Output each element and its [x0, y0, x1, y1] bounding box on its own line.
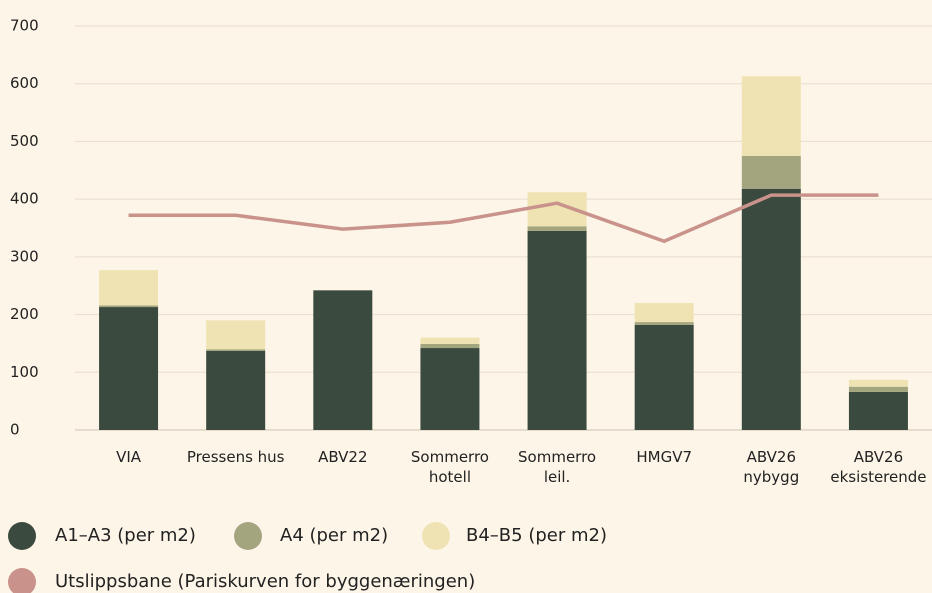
bar-segment — [420, 348, 480, 430]
y-tick-label: 0 — [10, 421, 20, 439]
bar-segment — [634, 324, 694, 430]
y-tick-label: 400 — [10, 190, 39, 208]
bar-segment — [848, 379, 908, 387]
bar-segment — [634, 303, 694, 323]
x-tick-label: ABV26 eksisterende — [830, 448, 927, 486]
bar-segment — [741, 188, 801, 430]
bar-segment — [634, 322, 694, 325]
legend-label: A4 (per m2) — [280, 525, 389, 546]
y-tick-label: 600 — [10, 74, 39, 92]
x-tick-label: Pressens hus — [186, 448, 285, 466]
y-tick-label: 500 — [10, 132, 39, 150]
legend-swatch — [8, 568, 36, 593]
bar-segment — [420, 344, 480, 349]
bar-segment — [420, 337, 480, 345]
line-series — [128, 193, 879, 244]
bar-segment — [848, 386, 908, 392]
y-tick-label: 200 — [10, 305, 39, 323]
legend-swatch — [234, 522, 262, 550]
bar-segment — [527, 230, 587, 430]
y-tick-label: 100 — [10, 363, 39, 381]
x-tick-label: HMGV7 — [636, 448, 693, 466]
bar-segment — [206, 349, 266, 351]
legend-swatch — [8, 522, 36, 550]
bar-segment — [206, 320, 266, 350]
legend-label: A1–A3 (per m2) — [55, 525, 196, 546]
x-tick-label: Sommerro hotell — [410, 448, 489, 486]
y-tick-label: 300 — [10, 247, 39, 265]
bar-segment — [99, 270, 159, 306]
bar-segment — [527, 226, 587, 231]
x-tick-label: ABV22 — [318, 448, 368, 466]
y-tick-label: 700 — [10, 17, 39, 35]
bar-segment — [741, 76, 801, 156]
legend-swatch — [422, 522, 450, 550]
x-tick-label: Sommerro leil. — [518, 448, 597, 486]
legend-label: B4–B5 (per m2) — [466, 525, 607, 546]
bar-segment — [848, 391, 908, 430]
x-tick-label: VIA — [116, 448, 142, 466]
bar-segment — [313, 290, 373, 430]
x-tick-label: ABV26 nybygg — [743, 448, 800, 486]
bar-segment — [99, 307, 159, 430]
bar-segment — [206, 350, 266, 430]
legend-label: Utslippsbane (Pariskurven for byggenærin… — [55, 571, 476, 592]
bar-segment — [741, 155, 801, 189]
bar-segment — [99, 305, 159, 308]
